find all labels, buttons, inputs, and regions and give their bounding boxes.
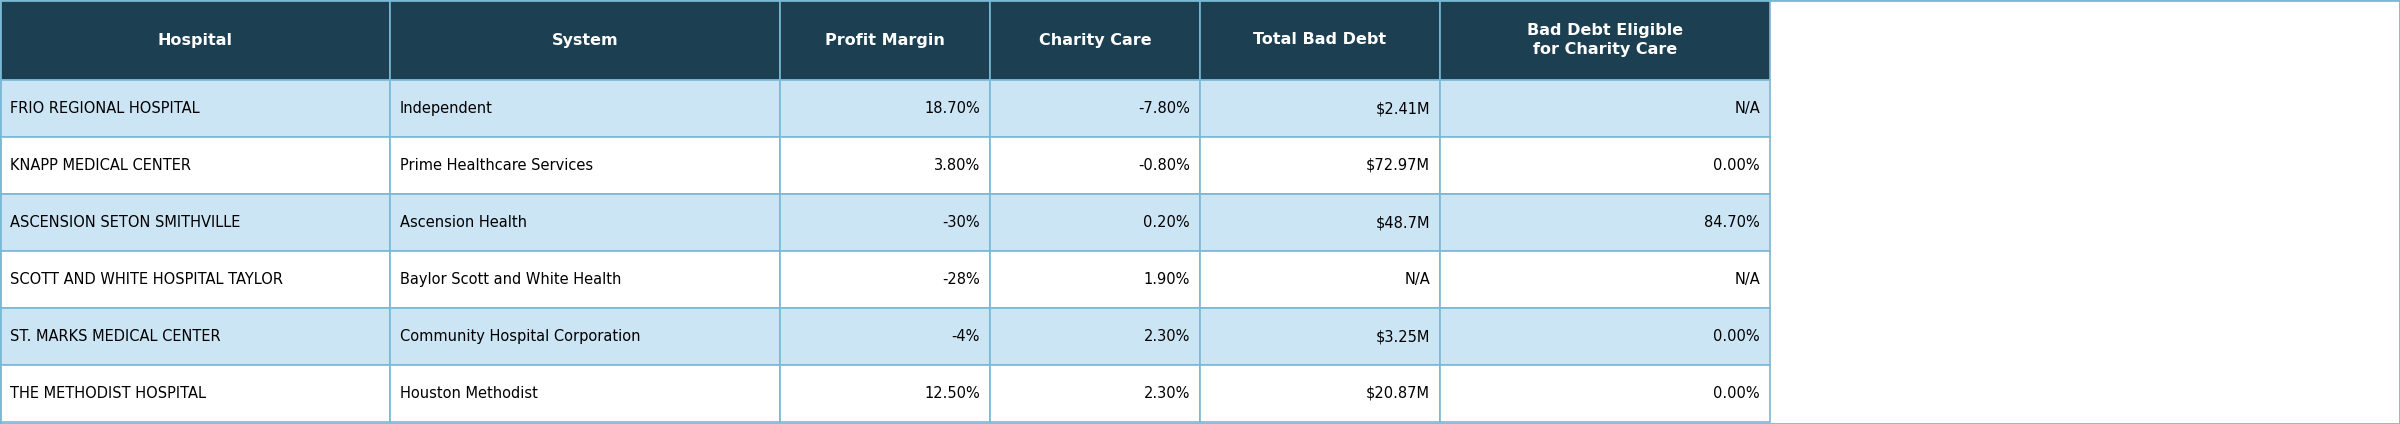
Bar: [0, 308, 389, 365]
Text: $20.87M: $20.87M: [1366, 386, 1430, 401]
Text: 0.00%: 0.00%: [1714, 386, 1759, 401]
Bar: [389, 308, 780, 365]
Text: Houston Methodist: Houston Methodist: [401, 386, 538, 401]
Bar: [780, 194, 991, 251]
Text: THE METHODIST HOSPITAL: THE METHODIST HOSPITAL: [10, 386, 206, 401]
Text: $72.97M: $72.97M: [1366, 158, 1430, 173]
Bar: [389, 365, 780, 422]
Text: N/A: N/A: [1404, 272, 1430, 287]
Bar: [1200, 365, 1440, 422]
Bar: [1200, 0, 1440, 80]
Bar: [991, 137, 1200, 194]
Text: Profit Margin: Profit Margin: [826, 33, 946, 47]
Text: Community Hospital Corporation: Community Hospital Corporation: [401, 329, 641, 344]
Text: N/A: N/A: [1735, 272, 1759, 287]
Bar: [389, 251, 780, 308]
Text: ST. MARKS MEDICAL CENTER: ST. MARKS MEDICAL CENTER: [10, 329, 221, 344]
Text: $48.7M: $48.7M: [1375, 215, 1430, 230]
Text: -30%: -30%: [943, 215, 979, 230]
Text: System: System: [552, 33, 619, 47]
Bar: [1440, 251, 1771, 308]
Text: 2.30%: 2.30%: [1145, 386, 1190, 401]
Bar: [389, 80, 780, 137]
Bar: [389, 137, 780, 194]
Bar: [1200, 308, 1440, 365]
Text: 84.70%: 84.70%: [1704, 215, 1759, 230]
Bar: [1200, 80, 1440, 137]
Text: Total Bad Debt: Total Bad Debt: [1253, 33, 1387, 47]
Bar: [991, 80, 1200, 137]
Bar: [1440, 80, 1771, 137]
Bar: [1200, 194, 1440, 251]
Text: -7.80%: -7.80%: [1138, 101, 1190, 116]
Text: 2.30%: 2.30%: [1145, 329, 1190, 344]
Bar: [0, 365, 389, 422]
Bar: [389, 194, 780, 251]
Text: 0.00%: 0.00%: [1714, 329, 1759, 344]
Bar: [780, 308, 991, 365]
Text: FRIO REGIONAL HOSPITAL: FRIO REGIONAL HOSPITAL: [10, 101, 199, 116]
Text: Independent: Independent: [401, 101, 492, 116]
Bar: [389, 0, 780, 80]
Text: Ascension Health: Ascension Health: [401, 215, 528, 230]
Text: SCOTT AND WHITE HOSPITAL TAYLOR: SCOTT AND WHITE HOSPITAL TAYLOR: [10, 272, 283, 287]
Text: 1.90%: 1.90%: [1145, 272, 1190, 287]
Bar: [991, 0, 1200, 80]
Bar: [991, 194, 1200, 251]
Text: $2.41M: $2.41M: [1375, 101, 1430, 116]
Bar: [0, 137, 389, 194]
Text: KNAPP MEDICAL CENTER: KNAPP MEDICAL CENTER: [10, 158, 192, 173]
Bar: [0, 80, 389, 137]
Bar: [0, 194, 389, 251]
Bar: [991, 251, 1200, 308]
Bar: [1200, 137, 1440, 194]
Bar: [780, 137, 991, 194]
Bar: [1440, 194, 1771, 251]
Bar: [780, 0, 991, 80]
Text: Charity Care: Charity Care: [1039, 33, 1152, 47]
Text: $3.25M: $3.25M: [1375, 329, 1430, 344]
Bar: [991, 365, 1200, 422]
Text: N/A: N/A: [1735, 101, 1759, 116]
Text: ASCENSION SETON SMITHVILLE: ASCENSION SETON SMITHVILLE: [10, 215, 240, 230]
Bar: [1200, 251, 1440, 308]
Bar: [1440, 365, 1771, 422]
Bar: [1440, 137, 1771, 194]
Bar: [0, 251, 389, 308]
Text: Hospital: Hospital: [158, 33, 233, 47]
Bar: [991, 308, 1200, 365]
Bar: [1440, 308, 1771, 365]
Text: 3.80%: 3.80%: [934, 158, 979, 173]
Text: -4%: -4%: [953, 329, 979, 344]
Bar: [0, 0, 389, 80]
Text: 18.70%: 18.70%: [924, 101, 979, 116]
Text: Bad Debt Eligible
for Charity Care: Bad Debt Eligible for Charity Care: [1526, 22, 1682, 57]
Text: 0.20%: 0.20%: [1142, 215, 1190, 230]
Bar: [780, 365, 991, 422]
Text: 12.50%: 12.50%: [924, 386, 979, 401]
Bar: [780, 251, 991, 308]
Bar: [780, 80, 991, 137]
Text: Prime Healthcare Services: Prime Healthcare Services: [401, 158, 593, 173]
Text: -0.80%: -0.80%: [1138, 158, 1190, 173]
Text: 0.00%: 0.00%: [1714, 158, 1759, 173]
Bar: [1440, 0, 1771, 80]
Text: -28%: -28%: [943, 272, 979, 287]
Text: Baylor Scott and White Health: Baylor Scott and White Health: [401, 272, 622, 287]
